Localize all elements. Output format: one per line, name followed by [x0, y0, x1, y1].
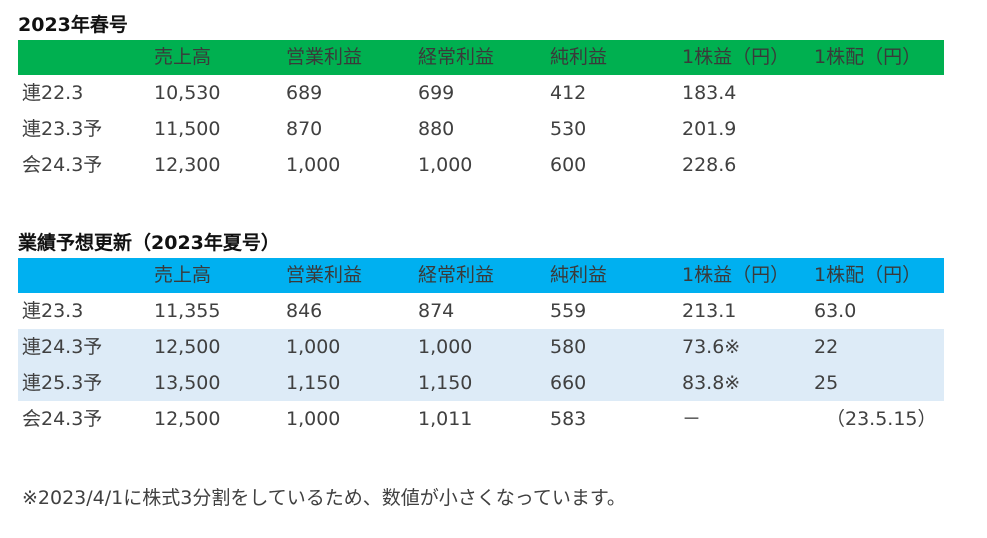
table-row: 会24.3予 12,300 1,000 1,000 600 228.6 — [18, 147, 944, 183]
header-cell-ordinary-profit: 経常利益 — [418, 46, 495, 68]
row-label: 連23.3 — [22, 300, 84, 322]
eps-value: 183.4 — [682, 82, 737, 104]
eps-value: 201.9 — [682, 118, 737, 140]
header-cell-net-profit: 純利益 — [550, 46, 608, 68]
net-profit-value: 530 — [550, 118, 587, 140]
ordinary-profit-value: 699 — [418, 82, 455, 104]
footnote: ※2023/4/1に株式3分割をしているため、数値が小さくなっています。 — [22, 487, 626, 509]
net-profit-value: 580 — [550, 336, 587, 358]
section-summer-2023-forecast-update: 業績予想更新（2023年夏号） 売上高 営業利益 経常利益 純利益 1株益（円）… — [18, 228, 944, 437]
sales-value: 12,300 — [154, 154, 221, 176]
table-row: 連23.3予 11,500 870 880 530 201.9 — [18, 111, 944, 147]
table-header-row: 売上高 営業利益 経常利益 純利益 1株益（円） 1株配（円） — [18, 40, 944, 75]
dividend-value: 25 — [814, 372, 839, 394]
operating-profit-value: 689 — [286, 82, 323, 104]
row-label: 会24.3予 — [22, 408, 103, 430]
sales-value: 10,530 — [154, 82, 221, 104]
header-cell-eps: 1株益（円） — [682, 46, 790, 68]
row-label: 連23.3予 — [22, 118, 103, 140]
ordinary-profit-value: 880 — [418, 118, 455, 140]
header-cell-dividend: 1株配（円） — [814, 46, 922, 68]
eps-value: 228.6 — [682, 154, 737, 176]
sales-value: 11,500 — [154, 118, 221, 140]
operating-profit-value: 846 — [286, 300, 323, 322]
operating-profit-value: 1,000 — [286, 154, 341, 176]
header-cell-dividend: 1株配（円） — [814, 264, 922, 286]
net-profit-value: 600 — [550, 154, 587, 176]
row-label: 連22.3 — [22, 82, 84, 104]
sales-value: 12,500 — [154, 336, 221, 358]
ordinary-profit-value: 874 — [418, 300, 455, 322]
eps-value: － — [682, 408, 702, 430]
eps-value: 73.6※ — [682, 336, 741, 358]
forecast-date: （23.5.15） — [826, 408, 937, 430]
table-row: 連24.3予 12,500 1,000 1,000 580 73.6※ 22 — [18, 329, 944, 365]
operating-profit-value: 1,000 — [286, 408, 341, 430]
eps-value: 83.8※ — [682, 372, 741, 394]
header-cell-net-profit: 純利益 — [550, 264, 608, 286]
ordinary-profit-value: 1,000 — [418, 336, 473, 358]
operating-profit-value: 870 — [286, 118, 323, 140]
section-spring-2023: 2023年春号 売上高 営業利益 経常利益 純利益 1株益（円） 1株配（円） … — [18, 10, 944, 183]
header-cell-operating-profit: 営業利益 — [286, 264, 363, 286]
table-header-row: 売上高 営業利益 経常利益 純利益 1株益（円） 1株配（円） — [18, 258, 944, 293]
header-cell-sales: 売上高 — [154, 264, 212, 286]
net-profit-value: 660 — [550, 372, 587, 394]
table-row: 連22.3 10,530 689 699 412 183.4 — [18, 75, 944, 111]
sales-value: 13,500 — [154, 372, 221, 394]
row-label: 会24.3予 — [22, 154, 103, 176]
dividend-value: 63.0 — [814, 300, 857, 322]
table-row: 会24.3予 12,500 1,000 1,011 583 － （23.5.15… — [18, 401, 944, 437]
sales-value: 11,355 — [154, 300, 221, 322]
operating-profit-value: 1,150 — [286, 372, 341, 394]
section-title: 業績予想更新（2023年夏号） — [18, 232, 280, 254]
net-profit-value: 412 — [550, 82, 587, 104]
header-cell-eps: 1株益（円） — [682, 264, 790, 286]
net-profit-value: 583 — [550, 408, 587, 430]
net-profit-value: 559 — [550, 300, 587, 322]
ordinary-profit-value: 1,000 — [418, 154, 473, 176]
header-cell-sales: 売上高 — [154, 46, 212, 68]
row-label: 連24.3予 — [22, 336, 103, 358]
eps-value: 213.1 — [682, 300, 737, 322]
table-row: 連23.3 11,355 846 874 559 213.1 63.0 — [18, 293, 944, 329]
row-label: 連25.3予 — [22, 372, 103, 394]
operating-profit-value: 1,000 — [286, 336, 341, 358]
header-cell-operating-profit: 営業利益 — [286, 46, 363, 68]
sales-value: 12,500 — [154, 408, 221, 430]
dividend-value: 22 — [814, 336, 839, 358]
ordinary-profit-value: 1,150 — [418, 372, 473, 394]
table-row: 連25.3予 13,500 1,150 1,150 660 83.8※ 25 — [18, 365, 944, 401]
section-title: 2023年春号 — [18, 14, 128, 36]
header-cell-ordinary-profit: 経常利益 — [418, 264, 495, 286]
ordinary-profit-value: 1,011 — [418, 408, 473, 430]
